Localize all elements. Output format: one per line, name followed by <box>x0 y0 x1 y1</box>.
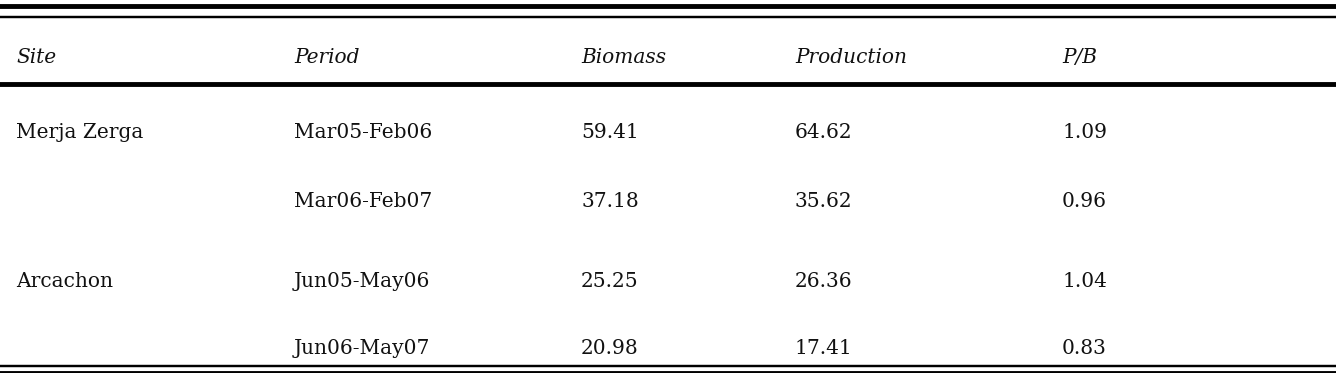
Text: 0.96: 0.96 <box>1062 192 1108 211</box>
Text: 64.62: 64.62 <box>795 123 852 142</box>
Text: P/B: P/B <box>1062 48 1097 67</box>
Text: Production: Production <box>795 48 907 67</box>
Text: Period: Period <box>294 48 359 67</box>
Text: Mar05-Feb06: Mar05-Feb06 <box>294 123 432 142</box>
Text: 35.62: 35.62 <box>795 192 852 211</box>
Text: Merja Zerga: Merja Zerga <box>16 123 143 142</box>
Text: Site: Site <box>16 48 56 67</box>
Text: 20.98: 20.98 <box>581 339 639 358</box>
Text: 1.04: 1.04 <box>1062 272 1108 291</box>
Text: Jun06-May07: Jun06-May07 <box>294 339 430 358</box>
Text: Biomass: Biomass <box>581 48 667 67</box>
Text: Jun05-May06: Jun05-May06 <box>294 272 430 291</box>
Text: 0.83: 0.83 <box>1062 339 1108 358</box>
Text: 26.36: 26.36 <box>795 272 852 291</box>
Text: Arcachon: Arcachon <box>16 272 114 291</box>
Text: 37.18: 37.18 <box>581 192 639 211</box>
Text: 17.41: 17.41 <box>795 339 852 358</box>
Text: Mar06-Feb07: Mar06-Feb07 <box>294 192 432 211</box>
Text: 25.25: 25.25 <box>581 272 639 291</box>
Text: 59.41: 59.41 <box>581 123 639 142</box>
Text: 1.09: 1.09 <box>1062 123 1108 142</box>
